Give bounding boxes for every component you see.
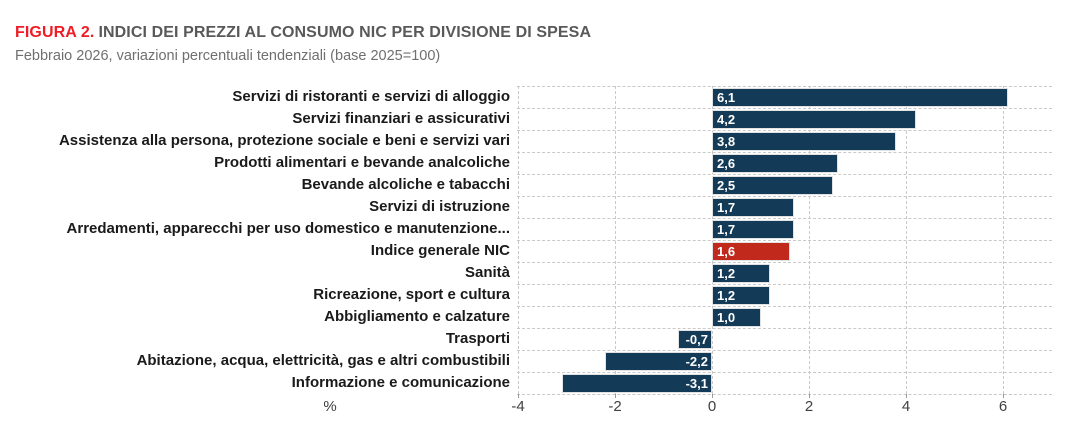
bar: 6,1 — [712, 87, 1008, 107]
x-axis-tick — [1003, 394, 1004, 398]
vertical-gridline — [615, 86, 616, 394]
category-label: Informazione e comunicazione — [291, 374, 510, 391]
category-label: Sanità — [464, 264, 510, 281]
x-axis-tick — [906, 394, 907, 398]
horizontal-gridline — [517, 328, 1052, 329]
x-axis-tick-label: -4 — [511, 398, 525, 415]
x-axis-tick — [712, 394, 713, 398]
bar-value-label: 3,8 — [717, 133, 736, 149]
bar-value-label: 1,6 — [717, 243, 736, 259]
bar: -2,2 — [605, 351, 712, 371]
bar: 4,2 — [712, 109, 916, 129]
bar: 1,7 — [712, 197, 795, 217]
bar-value-label: 1,2 — [717, 287, 736, 303]
vertical-gridline — [712, 86, 713, 394]
bar: 2,5 — [712, 175, 834, 195]
category-label: Trasporti — [445, 330, 510, 347]
bar: 3,8 — [712, 131, 897, 151]
horizontal-gridline — [517, 394, 1052, 395]
category-label: Abitazione, acqua, elettricità, gas e al… — [136, 352, 510, 369]
horizontal-gridline — [517, 108, 1052, 109]
x-axis-tick-label: 0 — [707, 398, 717, 415]
bar-value-label: 2,6 — [717, 155, 736, 171]
horizontal-gridline — [517, 174, 1052, 175]
bar: 1,0 — [712, 307, 761, 327]
category-label: Abbigliamento e calzature — [324, 308, 510, 325]
bar-value-label: 1,0 — [717, 309, 736, 325]
figure-title: FIGURA 2. INDICI DEI PREZZI AL CONSUMO NI… — [15, 24, 591, 42]
bar-value-label: -3,1 — [685, 375, 708, 391]
horizontal-gridline — [517, 372, 1052, 373]
vertical-gridline — [809, 86, 810, 394]
x-axis-tick — [615, 394, 616, 398]
bar-value-label: 2,5 — [717, 177, 736, 193]
bar-value-label: 1,7 — [717, 221, 736, 237]
horizontal-gridline — [517, 350, 1052, 351]
horizontal-gridline — [517, 306, 1052, 307]
horizontal-gridline — [517, 130, 1052, 131]
horizontal-gridline — [517, 262, 1052, 263]
bar-value-label: 6,1 — [717, 89, 736, 105]
figure-subtitle: Febbraio 2026, variazioni percentuali te… — [15, 48, 441, 64]
horizontal-gridline — [517, 196, 1052, 197]
x-axis-unit-label: % — [323, 398, 337, 415]
bar: -3,1 — [561, 373, 712, 393]
figure-title-text: INDICI DEI PREZZI AL CONSUMO NIC PER DIV… — [98, 24, 592, 41]
vertical-gridline — [518, 86, 519, 394]
x-axis-tick-label: 4 — [901, 398, 911, 415]
bar-value-label: -0,7 — [685, 331, 708, 347]
category-label: Servizi di ristoranti e servizi di allog… — [232, 88, 510, 105]
category-label: Bevande alcoliche e tabacchi — [301, 176, 510, 193]
horizontal-gridline — [517, 240, 1052, 241]
category-label: Ricreazione, sport e cultura — [313, 286, 510, 303]
category-label: Arredamenti, apparecchi per uso domestic… — [66, 220, 510, 237]
bar-value-label: 1,2 — [717, 265, 736, 281]
category-label: Servizi finanziari e assicurativi — [292, 110, 510, 127]
bar: 2,6 — [712, 153, 839, 173]
x-axis-tick-label: -2 — [608, 398, 622, 415]
horizontal-gridline — [517, 284, 1052, 285]
x-axis-tick-label: 6 — [998, 398, 1008, 415]
horizontal-gridline — [517, 218, 1052, 219]
bar-value-label: -2,2 — [685, 353, 708, 369]
bar-value-label: 1,7 — [717, 199, 736, 215]
category-label: Indice generale NIC — [370, 242, 510, 259]
figure-label: FIGURA 2. — [15, 24, 95, 41]
x-axis-tick — [809, 394, 810, 398]
vertical-gridline — [1003, 86, 1004, 394]
category-label: Prodotti alimentari e bevande analcolich… — [214, 154, 510, 171]
bar: 1,7 — [712, 219, 795, 239]
vertical-gridline — [906, 86, 907, 394]
bar: -0,7 — [678, 329, 712, 349]
category-label: Assistenza alla persona, protezione soci… — [58, 132, 510, 149]
x-axis-tick-label: 2 — [804, 398, 814, 415]
category-label: Servizi di istruzione — [369, 198, 510, 215]
bar-value-label: 4,2 — [717, 111, 736, 127]
bar: 1,2 — [712, 285, 771, 305]
x-axis-tick — [518, 394, 519, 398]
horizontal-gridline — [517, 152, 1052, 153]
bar-general-index: 1,6 — [712, 241, 790, 261]
horizontal-gridline — [517, 86, 1052, 87]
bar: 1,2 — [712, 263, 771, 283]
